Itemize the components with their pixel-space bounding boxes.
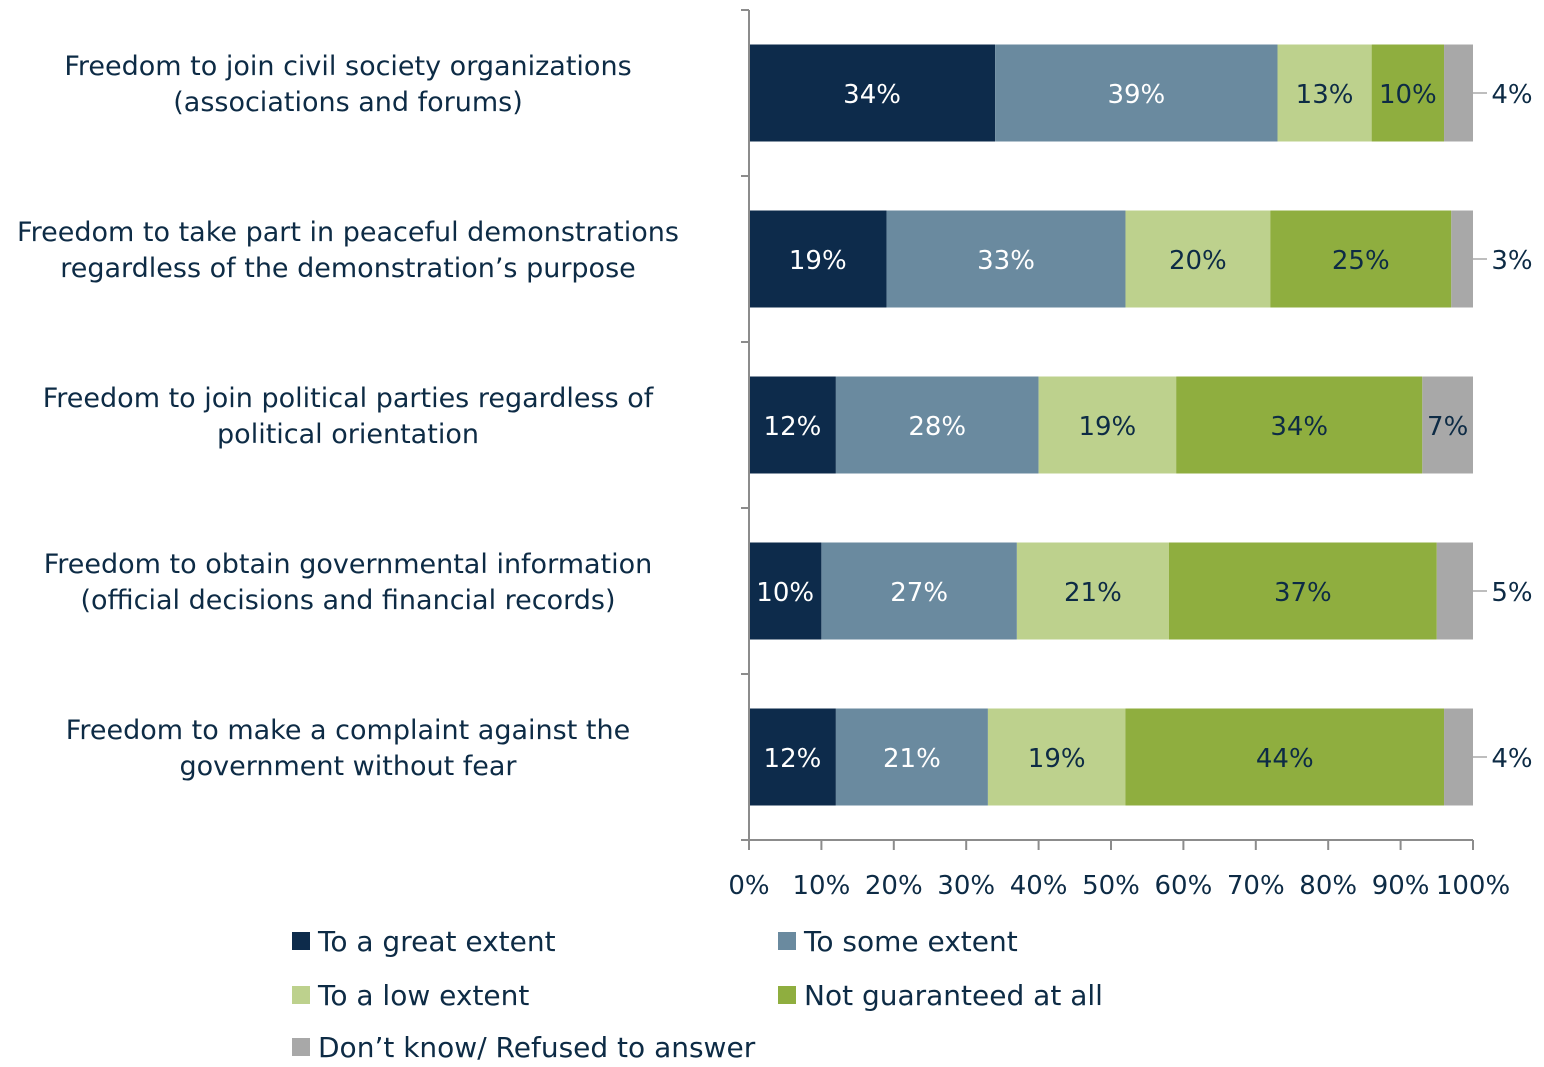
category-label-line: Freedom to obtain governmental informati… [43,549,653,580]
bar-segment [1125,210,1271,308]
legend-swatch [292,932,310,950]
data-label: 19% [1078,412,1136,442]
category-label-line: political orientation [217,419,479,450]
bar-segment [749,708,836,806]
category-label-line: Freedom to make a complaint against the [65,715,631,746]
category-label-line: government without fear [179,751,517,782]
category-label-line: Freedom to take part in peaceful demonst… [17,217,679,248]
legend-label: Not guaranteed at all [804,978,1103,1012]
data-label: 25% [1332,246,1390,276]
bar-segment [835,376,1039,474]
category-label-line: regardless of the demonstration’s purpos… [60,253,636,284]
data-label: 28% [908,412,966,442]
legend-swatch [778,932,796,950]
data-label: 34% [1270,412,1328,442]
bar-segment [749,210,887,308]
bar-segment [1451,210,1473,308]
data-label: 5% [1491,578,1532,608]
legend-label: To some extent [804,924,1018,958]
bar-segment [1176,376,1423,474]
legend-label: To a great extent [318,924,556,958]
bar-segment [749,542,822,640]
category-label: Freedom to take part in peaceful demonst… [0,215,718,287]
bar-segment [1270,210,1452,308]
category-label-line: (associations and forums) [173,87,523,118]
data-label: 33% [977,246,1035,276]
x-tick-label: 30% [937,871,995,901]
bar-segment [1444,44,1473,142]
x-tick-label: 50% [1082,871,1140,901]
x-tick-label: 60% [1155,871,1213,901]
x-tick-label: 80% [1299,871,1357,901]
category-label: Freedom to make a complaint against the g… [0,713,718,785]
x-tick-label: 70% [1227,871,1285,901]
category-label: Freedom to join political parties regard… [0,381,718,453]
bar-segment [1016,542,1169,640]
legend-label: To a low extent [318,978,530,1012]
bar-segment [749,44,996,142]
x-tick-label: 10% [793,871,851,901]
category-label-line: Freedom to join political parties regard… [42,383,654,414]
legend-label: Don’t know/ Refused to answer [318,1030,756,1064]
data-label: 19% [789,246,847,276]
data-label: 10% [1379,80,1437,110]
data-label: 20% [1169,246,1227,276]
data-label: 27% [890,578,948,608]
data-label: 10% [756,578,814,608]
data-label: 21% [883,744,941,774]
bar-segment [1277,44,1372,142]
data-label: 12% [764,412,822,442]
data-label: 44% [1256,744,1314,774]
x-tick-label: 40% [1010,871,1068,901]
bar-segment [1436,542,1473,640]
bar-segment [995,44,1278,142]
data-label: 12% [764,744,822,774]
bar-segment [987,708,1126,806]
legend-item: To a great extent [292,921,556,961]
data-label: 3% [1491,246,1532,276]
bar-segment [1422,376,1473,474]
bar-segment [1168,542,1437,640]
data-label: 34% [843,80,901,110]
bar-segment [1371,44,1445,142]
x-tick-label: 100% [1436,871,1510,901]
data-label: 39% [1107,80,1165,110]
bar-segment [749,376,836,474]
bar-segment [835,708,988,806]
legend-swatch [292,986,310,1004]
x-tick-label: 20% [865,871,923,901]
data-label: 7% [1427,412,1468,442]
bar-segment [821,542,1017,640]
data-label: 37% [1274,578,1332,608]
legend-swatch [292,1038,310,1056]
data-label: 19% [1028,744,1086,774]
data-label: 4% [1491,80,1532,110]
bar-segment [1444,708,1473,806]
bar-segment [1038,376,1177,474]
data-label: 13% [1296,80,1354,110]
legend-item: Don’t know/ Refused to answer [292,1027,755,1067]
category-label: Freedom to obtain governmental informati… [0,547,718,619]
legend-item: To a low extent [292,975,529,1015]
bar-segment [1125,708,1445,806]
data-label: 4% [1491,744,1532,774]
legend-item: To some extent [778,921,1018,961]
legend-item: Not guaranteed at all [778,975,1103,1015]
legend-swatch [778,986,796,1004]
x-tick-label: 90% [1372,871,1430,901]
x-tick-label: 0% [728,871,769,901]
category-label-line: (official decisions and financial record… [80,585,616,616]
category-label-line: Freedom to join civil society organizati… [64,51,632,82]
data-label: 21% [1064,578,1122,608]
category-label: Freedom to join civil society organizati… [0,49,718,121]
bar-segment [886,210,1126,308]
